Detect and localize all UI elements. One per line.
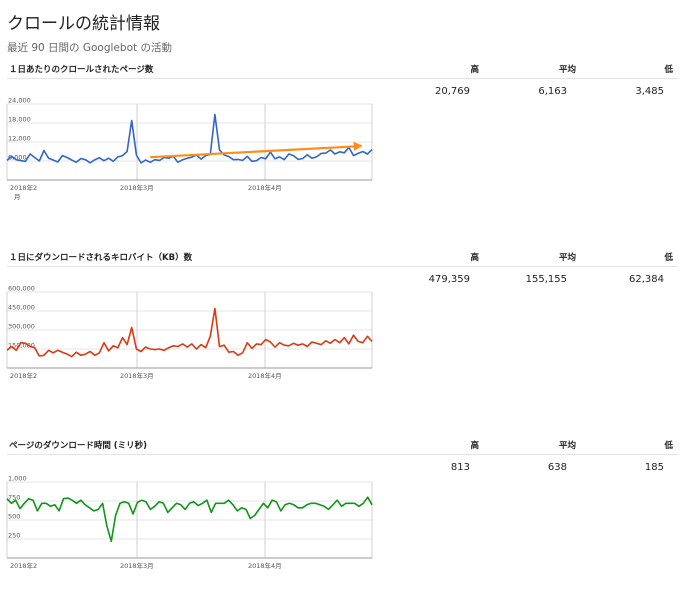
y-tick-label: 150,000 bbox=[8, 342, 35, 350]
col-high-label: 高 bbox=[470, 441, 479, 451]
col-low-label: 低 bbox=[664, 65, 673, 75]
downloaded-kb-chart: 600,000 450,000 300,000 150,000 2018年2 2018年3… bbox=[0, 284, 380, 396]
x-tick-label: 2018年3月 bbox=[120, 183, 154, 192]
x-tick-label: 2018年2 月 bbox=[10, 183, 37, 201]
stat-avg: 155,155 bbox=[525, 274, 567, 285]
x-tick-label: 2018年4月 bbox=[248, 561, 282, 570]
y-tick-label: 500 bbox=[8, 513, 20, 521]
stat-low: 185 bbox=[644, 462, 664, 473]
y-tick-label: 24,000 bbox=[8, 97, 31, 105]
section-header: １日にダウンロードされるキロバイト（KB）数 高 平均 低 bbox=[7, 248, 678, 267]
col-avg-label: 平均 bbox=[558, 253, 576, 263]
col-low-label: 低 bbox=[664, 441, 673, 451]
x-tick-label: 2018年4月 bbox=[248, 371, 282, 380]
y-tick-label: 12,000 bbox=[8, 135, 31, 143]
x-tick-label: 2018年3月 bbox=[120, 371, 154, 380]
stat-high: 20,769 bbox=[435, 86, 470, 97]
series-line bbox=[6, 113, 373, 164]
series-line bbox=[6, 496, 373, 543]
y-tick-label: 750 bbox=[8, 494, 20, 502]
section-header: ページのダウンロード時間 (ミリ秒) 高 平均 低 bbox=[7, 436, 678, 455]
section-title: ページのダウンロード時間 (ミリ秒) bbox=[9, 441, 148, 451]
stat-avg: 638 bbox=[547, 462, 567, 473]
x-tick-label: 2018年2 bbox=[10, 371, 37, 380]
col-avg-label: 平均 bbox=[558, 65, 576, 75]
y-tick-label: 600,000 bbox=[8, 285, 35, 293]
section-title: １日にダウンロードされるキロバイト（KB）数 bbox=[9, 253, 193, 263]
series-line bbox=[6, 307, 373, 358]
page-subtitle: 最近 90 日間の Googlebot の活動 bbox=[7, 42, 172, 54]
y-tick-label: 450,000 bbox=[8, 304, 35, 312]
y-tick-label: 300,000 bbox=[8, 323, 35, 331]
section-header: １日あたりのクロールされたページ数 高 平均 低 bbox=[7, 60, 678, 79]
trend-arrow-line bbox=[150, 145, 357, 159]
section-title: １日あたりのクロールされたページ数 bbox=[9, 65, 154, 75]
y-tick-label: 250 bbox=[8, 532, 20, 540]
col-low-label: 低 bbox=[664, 253, 673, 263]
stat-avg: 6,163 bbox=[538, 86, 567, 97]
stat-low: 3,485 bbox=[635, 86, 664, 97]
col-high-label: 高 bbox=[470, 65, 479, 75]
x-tick-label: 2018年2 bbox=[10, 561, 37, 570]
y-tick-label: 1,000 bbox=[8, 475, 27, 483]
col-high-label: 高 bbox=[470, 253, 479, 263]
stat-high: 813 bbox=[450, 462, 470, 473]
page-title: クロールの統計情報 bbox=[7, 14, 160, 34]
crawled-pages-chart: 24,000 18,000 12,000 6,000 2018年2 月 2018年3月 201… bbox=[0, 96, 380, 208]
trend-arrow-head bbox=[353, 141, 363, 151]
y-tick-label: 18,000 bbox=[8, 116, 31, 124]
download-time-chart: 1,000 750 500 250 2018年2 2018年3月 2018年4月 bbox=[0, 474, 380, 586]
x-tick-label: 2018年4月 bbox=[248, 183, 282, 192]
x-tick-label: 2018年3月 bbox=[120, 561, 154, 570]
y-tick-label: 6,000 bbox=[8, 154, 27, 162]
col-avg-label: 平均 bbox=[558, 441, 576, 451]
stat-high: 479,359 bbox=[428, 274, 470, 285]
stat-low: 62,384 bbox=[629, 274, 664, 285]
